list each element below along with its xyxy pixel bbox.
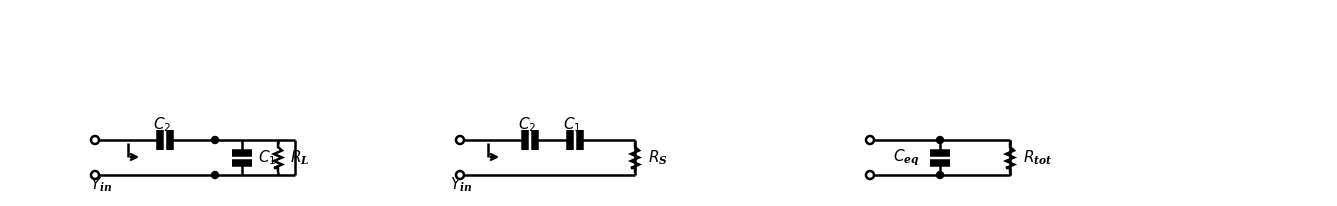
Text: $C_2$: $C_2$ <box>517 116 536 134</box>
Text: $C_1$: $C_1$ <box>563 116 582 134</box>
Text: $R_{\mathregular{L}}$: $R_{\mathregular{L}}$ <box>290 149 309 167</box>
Circle shape <box>936 137 944 144</box>
Circle shape <box>456 171 464 179</box>
Text: $R_{\mathregular{tot}}$: $R_{\mathregular{tot}}$ <box>1023 149 1052 167</box>
Circle shape <box>866 136 874 144</box>
Circle shape <box>456 136 464 144</box>
Circle shape <box>91 171 99 179</box>
Text: $Y_{\mathregular{in}}$: $Y_{\mathregular{in}}$ <box>451 176 472 194</box>
Text: $R_{\mathregular{S}}$: $R_{\mathregular{S}}$ <box>648 149 667 167</box>
Circle shape <box>91 136 99 144</box>
Circle shape <box>211 137 218 144</box>
Text: $C_1$: $C_1$ <box>258 149 277 167</box>
Circle shape <box>866 171 874 179</box>
Text: $Y_{\mathregular{in}}$: $Y_{\mathregular{in}}$ <box>90 176 112 194</box>
Circle shape <box>936 172 944 179</box>
Circle shape <box>211 172 218 179</box>
Text: $C_{\mathregular{eq}}$: $C_{\mathregular{eq}}$ <box>893 148 920 168</box>
Text: $C_2$: $C_2$ <box>152 116 171 134</box>
